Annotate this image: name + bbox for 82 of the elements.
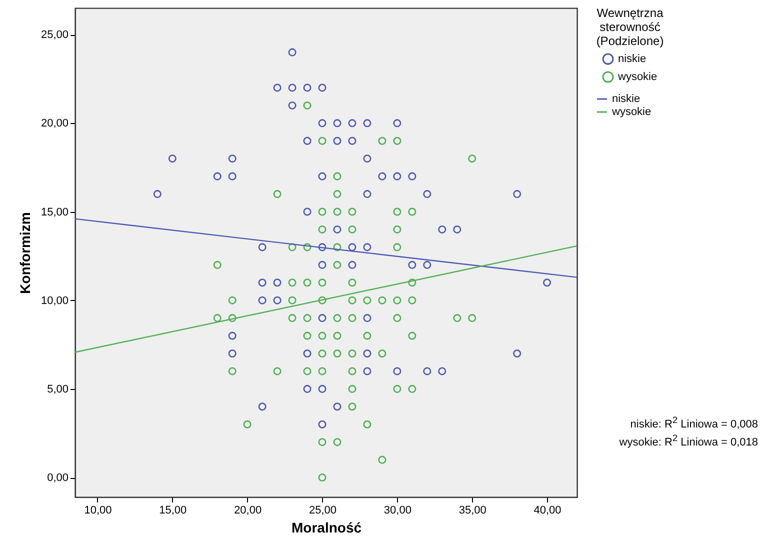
point (273, 84, 282, 92)
point (348, 136, 356, 145)
point (228, 154, 236, 163)
point (333, 225, 342, 234)
point (318, 84, 326, 92)
point (303, 84, 312, 92)
point (438, 225, 446, 234)
point (273, 278, 282, 287)
point (423, 367, 432, 376)
point (513, 349, 522, 358)
point (348, 243, 356, 252)
x-tick-label: 20,00 (234, 504, 262, 516)
y-tick-label: 25,00 (40, 29, 68, 42)
legend-label: wysokie (611, 106, 652, 118)
point (273, 296, 282, 304)
point (303, 384, 312, 393)
point (333, 402, 342, 411)
point (393, 367, 402, 376)
point (258, 278, 266, 287)
point (318, 260, 326, 269)
point (408, 260, 416, 269)
y-tick-label: 0,00 (47, 472, 68, 484)
point (228, 172, 236, 180)
x-tick-label: 10,00 (84, 504, 112, 516)
x-tick-label: 35,00 (458, 504, 486, 516)
point (288, 101, 296, 110)
y-tick-label: 15,00 (40, 206, 68, 218)
point (258, 243, 266, 252)
point (453, 225, 462, 234)
point (258, 296, 266, 304)
x-tick-label: 30,00 (384, 504, 412, 516)
point (363, 119, 372, 128)
point (333, 136, 342, 145)
point (348, 119, 356, 128)
legend-label: wysokie (617, 71, 658, 83)
point (348, 260, 356, 269)
point (318, 314, 326, 322)
point (258, 402, 266, 411)
point (288, 84, 296, 92)
y-tick-label: 20,00 (40, 118, 68, 130)
point (393, 172, 402, 180)
y-tick-label: 5,00 (47, 383, 68, 396)
y-tick-label: 10,00 (40, 294, 68, 307)
text: niskie: R$^{2}$ Liniowa = 0,008 (629, 414, 758, 432)
x-tick-label: 15,00 (159, 504, 187, 516)
point (378, 172, 386, 180)
text: wysokie: R$^{2}$ Liniowa = 0,018 (619, 432, 758, 450)
point (393, 119, 402, 128)
point (363, 349, 372, 358)
point (318, 384, 326, 393)
point (318, 243, 326, 252)
point (543, 278, 552, 287)
point (363, 154, 372, 163)
point (363, 243, 372, 252)
point (513, 190, 522, 198)
point (423, 260, 432, 269)
point (213, 172, 222, 180)
point (363, 190, 372, 198)
point (363, 314, 372, 322)
point (228, 332, 236, 340)
point (303, 136, 312, 145)
x-tick-label: 40,00 (534, 504, 562, 516)
legend-label: niskie (618, 53, 646, 65)
point (168, 154, 176, 163)
point (318, 172, 326, 180)
point (333, 119, 342, 128)
point (318, 420, 326, 428)
point (423, 190, 432, 198)
point (228, 349, 236, 358)
point (303, 349, 312, 358)
y-axis-title: Konformizm (16, 212, 33, 294)
point (318, 119, 326, 128)
x-tick-label: 25,00 (308, 504, 337, 516)
point (303, 208, 312, 216)
point (408, 172, 416, 180)
point (363, 367, 372, 376)
x-axis-title: Moralność (291, 520, 362, 536)
point (288, 48, 296, 56)
point (153, 190, 162, 198)
legend-title: Wewnętrzna sterowność (Podzielone) (596, 6, 664, 48)
legend-label: niskie (612, 93, 640, 105)
point (438, 367, 446, 376)
